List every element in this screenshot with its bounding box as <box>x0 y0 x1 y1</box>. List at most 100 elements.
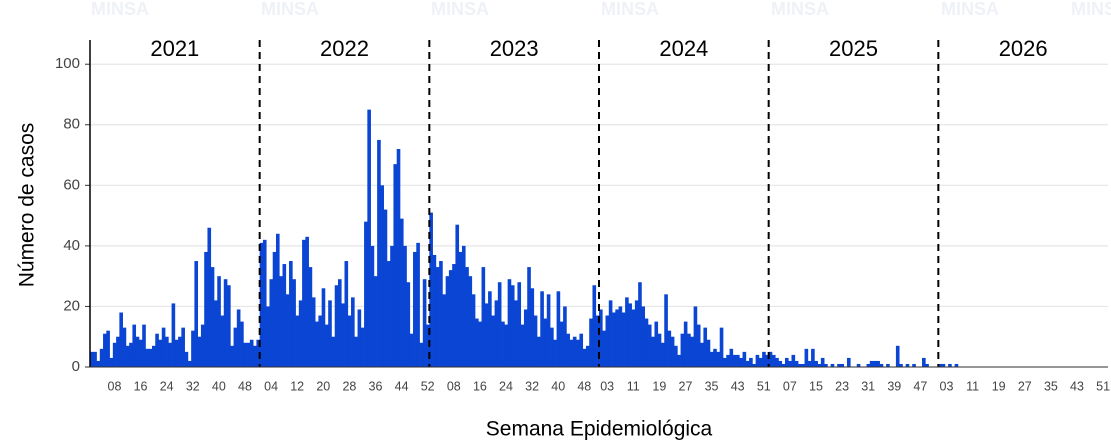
bar <box>739 357 743 367</box>
x-tick-label: 43 <box>731 379 745 393</box>
bar <box>174 339 179 367</box>
bar <box>116 336 120 367</box>
bar <box>781 363 786 367</box>
bar <box>804 348 809 367</box>
year-label: 2024 <box>659 36 708 61</box>
bar <box>954 363 959 367</box>
bar <box>426 324 430 367</box>
x-tick-label: 32 <box>186 379 200 393</box>
x-tick-label: 03 <box>600 379 614 393</box>
watermark: MINSA <box>1071 0 1111 19</box>
bar <box>563 306 567 367</box>
x-tick-label: 11 <box>966 379 979 393</box>
x-tick-label: 40 <box>212 379 226 393</box>
bar <box>249 339 254 367</box>
bar <box>455 224 460 367</box>
bar <box>553 339 557 367</box>
bar <box>634 300 639 367</box>
bar <box>514 300 518 367</box>
bar <box>419 342 424 367</box>
bar <box>824 363 828 367</box>
bar <box>784 357 789 367</box>
bar <box>729 348 734 367</box>
bar <box>745 360 750 367</box>
x-tick-label: 52 <box>421 379 435 393</box>
bar <box>138 339 143 367</box>
x-tick-label: 32 <box>525 379 539 393</box>
bar <box>90 351 94 367</box>
bar <box>96 360 101 367</box>
bar <box>279 276 283 367</box>
bar <box>315 321 319 367</box>
x-tick-label: 03 <box>940 379 954 393</box>
bar <box>184 351 189 367</box>
bar <box>302 239 306 367</box>
bar <box>409 333 414 367</box>
bar <box>328 300 332 367</box>
y-tick-label: 60 <box>63 176 80 193</box>
bar <box>416 242 420 367</box>
bar <box>523 309 528 367</box>
watermark: MINSA <box>261 0 319 19</box>
bar <box>749 357 753 367</box>
bar <box>798 363 802 367</box>
bar <box>527 267 531 367</box>
bar <box>814 360 818 367</box>
bar <box>572 336 577 367</box>
bar <box>820 357 825 367</box>
bar <box>540 291 544 367</box>
bar <box>667 330 672 367</box>
x-tick-label: 43 <box>1070 379 1084 393</box>
bar <box>732 354 737 367</box>
year-label: 2022 <box>320 36 369 61</box>
bar <box>504 324 508 367</box>
y-tick-label: 100 <box>55 55 80 72</box>
bar <box>550 327 554 367</box>
bar <box>432 254 437 367</box>
bar <box>585 345 590 367</box>
x-tick-label: 08 <box>108 379 122 393</box>
bar <box>452 264 456 367</box>
bar <box>484 303 489 367</box>
bar <box>220 315 225 367</box>
bar <box>608 300 613 367</box>
bar <box>693 306 698 367</box>
bar <box>703 327 708 367</box>
bar <box>223 279 228 367</box>
bar <box>295 315 300 367</box>
bar <box>837 363 841 367</box>
bar <box>168 342 172 367</box>
bar <box>236 309 241 367</box>
bar <box>135 336 140 367</box>
bar <box>435 267 440 367</box>
x-tick-label: 51 <box>1096 379 1110 393</box>
bar <box>876 360 880 367</box>
bar <box>262 239 267 367</box>
bar <box>334 285 339 367</box>
x-tick-label: 51 <box>757 379 771 393</box>
x-tick-label: 19 <box>992 379 1006 393</box>
bar <box>311 297 316 367</box>
x-tick-label: 48 <box>238 379 252 393</box>
bar <box>497 282 502 367</box>
bar <box>132 324 137 367</box>
bar <box>556 291 561 367</box>
bar <box>605 315 610 367</box>
x-tick-label: 16 <box>134 379 148 393</box>
bar <box>644 318 649 367</box>
bar <box>595 315 600 367</box>
bar <box>403 245 407 367</box>
bar <box>122 327 127 367</box>
bar <box>458 251 463 367</box>
bar <box>318 315 323 367</box>
bar <box>680 333 685 367</box>
bar <box>778 360 783 367</box>
x-tick-label: 11 <box>627 379 640 393</box>
bar <box>755 354 760 367</box>
bar <box>566 333 570 367</box>
x-tick-label: 24 <box>160 379 174 393</box>
x-tick-label: 47 <box>913 379 927 393</box>
bar <box>866 363 871 367</box>
bar <box>768 351 773 367</box>
bar <box>592 285 597 367</box>
